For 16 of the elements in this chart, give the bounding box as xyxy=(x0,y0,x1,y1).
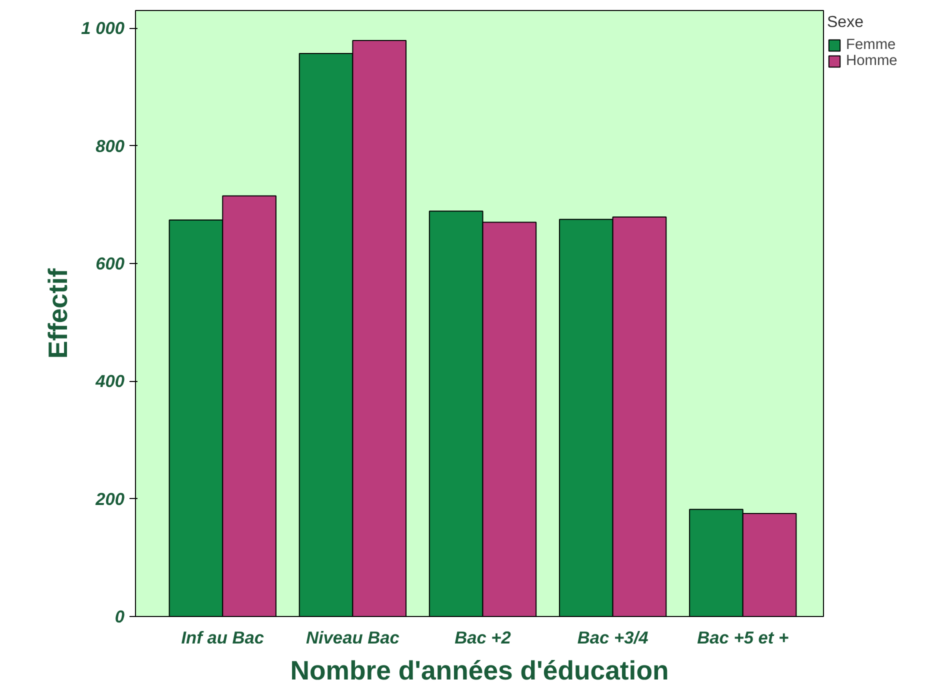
y-tick-label: 0 xyxy=(114,606,125,626)
x-tick-label: Bac +3/4 xyxy=(577,628,649,648)
legend-label: Femme xyxy=(846,37,896,53)
legend-title: Sexe xyxy=(827,14,864,32)
y-axis-title: Effectif xyxy=(43,268,74,359)
y-tick-label: 400 xyxy=(94,371,125,392)
y-tick-label: 1 000 xyxy=(81,18,125,38)
y-tick-label: 800 xyxy=(96,136,125,156)
y-tick-label: 600 xyxy=(96,253,125,274)
legend-label: Homme xyxy=(846,53,898,69)
x-tick-label: Inf au Bac xyxy=(181,628,264,648)
y-tick-label: 200 xyxy=(94,488,125,509)
x-tick-label: Bac +5 et + xyxy=(697,628,789,648)
x-axis-title: Nombre d'années d'éducation xyxy=(290,656,669,686)
x-tick-label: Niveau Bac xyxy=(306,628,400,648)
x-tick-label: Bac +2 xyxy=(454,628,512,648)
